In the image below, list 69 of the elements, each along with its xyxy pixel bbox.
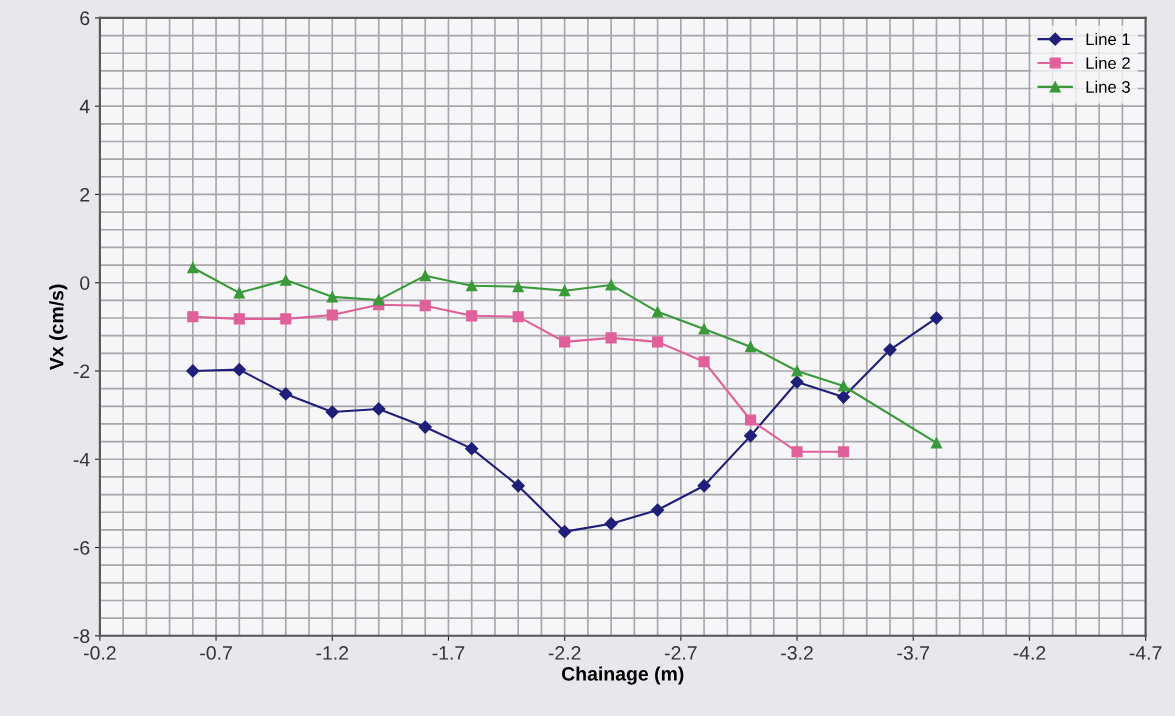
point <box>233 287 245 299</box>
x-tick-label: -0.2 <box>83 646 116 660</box>
point <box>652 336 664 348</box>
point <box>791 365 803 377</box>
point <box>651 503 665 517</box>
point <box>836 390 851 404</box>
x-tick-label: -2.2 <box>548 646 581 660</box>
point <box>559 336 571 348</box>
legend-label: Line 1 <box>1086 32 1130 46</box>
x-tick-label: -2.7 <box>664 646 697 660</box>
y-tick-label: -8 <box>73 629 90 644</box>
point <box>512 311 524 323</box>
point <box>698 356 710 368</box>
point <box>326 309 338 321</box>
y-tick-label: -2 <box>73 364 90 379</box>
legend-label: Line 2 <box>1086 56 1130 70</box>
x-axis-title: Chainage (m) <box>561 666 684 685</box>
y-tick-label: -4 <box>73 452 90 467</box>
point <box>929 311 944 325</box>
y-tick-label: 6 <box>80 11 90 26</box>
x-tick-label: -1.7 <box>432 646 465 660</box>
point <box>883 343 897 357</box>
point <box>605 279 617 291</box>
point <box>511 479 525 493</box>
y-tick-label: -6 <box>73 541 90 555</box>
x-tick-label: -4.7 <box>1129 646 1162 660</box>
point <box>325 405 339 419</box>
x-tick-label: -1.2 <box>316 646 349 660</box>
point <box>372 402 386 416</box>
point <box>604 517 618 531</box>
point <box>233 313 245 325</box>
legend-label: Line 3 <box>1086 80 1130 93</box>
point <box>466 310 478 322</box>
point <box>512 281 524 293</box>
point <box>326 291 338 303</box>
x-tick-label: -4.2 <box>1013 646 1046 660</box>
point <box>745 341 757 353</box>
point <box>279 387 293 401</box>
point <box>232 363 246 377</box>
point <box>187 311 199 323</box>
point <box>558 525 572 539</box>
point <box>419 300 431 312</box>
point <box>930 437 943 449</box>
point <box>186 364 200 378</box>
point <box>280 274 292 286</box>
point <box>605 332 617 344</box>
y-axis-title: Vx (cm/s) <box>49 284 68 370</box>
point <box>465 442 479 456</box>
point <box>837 380 850 392</box>
point <box>837 446 850 458</box>
point <box>187 262 199 274</box>
x-tick-label: -3.2 <box>781 646 813 660</box>
point <box>697 479 711 493</box>
y-tick-label: 0 <box>80 276 90 290</box>
x-tick-label: -3.7 <box>897 646 930 660</box>
y-tick-label: 2 <box>80 187 90 202</box>
point <box>745 414 757 426</box>
point <box>419 270 431 282</box>
point <box>743 429 758 443</box>
point <box>559 285 571 297</box>
point <box>280 313 292 325</box>
point <box>466 280 478 292</box>
point <box>698 323 710 335</box>
point <box>791 446 803 458</box>
point <box>373 294 385 306</box>
point <box>652 306 664 318</box>
point <box>418 420 432 434</box>
y-tick-label: 4 <box>79 99 90 114</box>
x-tick-label: -0.7 <box>200 646 232 660</box>
